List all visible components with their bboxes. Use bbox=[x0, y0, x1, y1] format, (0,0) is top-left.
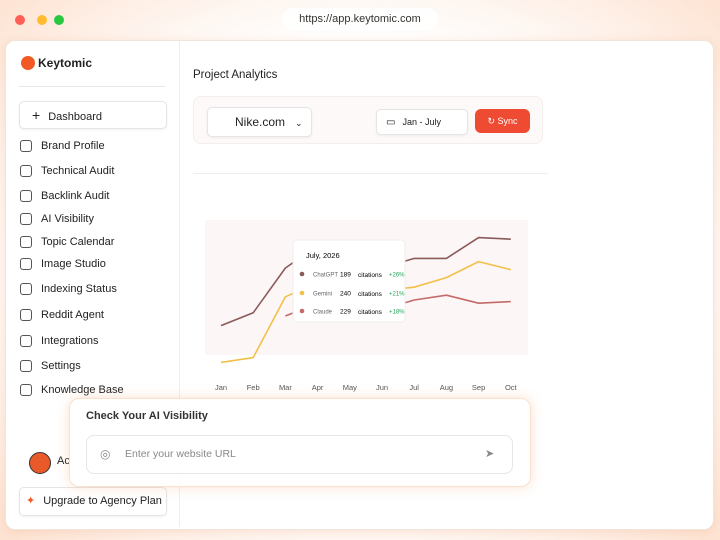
nav-icon bbox=[20, 384, 32, 396]
tooltip-change: +18% bbox=[389, 310, 405, 316]
nav-icon bbox=[20, 360, 32, 372]
tooltip-value: 229 bbox=[340, 309, 351, 316]
nav-item[interactable]: Integrations bbox=[20, 331, 98, 351]
x-tick-label: Aug bbox=[440, 383, 453, 392]
nav-item[interactable]: Knowledge Base bbox=[20, 380, 124, 400]
nav-icon bbox=[20, 258, 32, 270]
brand-name: Keytomic bbox=[38, 56, 93, 70]
button-label: Dashboard bbox=[48, 111, 103, 123]
nav-icon bbox=[20, 165, 32, 177]
url-bar[interactable]: https://app.keytomic.com bbox=[282, 8, 438, 30]
tooltip-unit: citations bbox=[358, 309, 383, 316]
x-tick-label: Jan bbox=[215, 383, 227, 392]
url: https://app.keytomic.com bbox=[299, 13, 421, 25]
x-tick-label: May bbox=[343, 383, 357, 392]
nav-label: Settings bbox=[41, 360, 81, 372]
nav-item[interactable]: Backlink Audit bbox=[20, 186, 109, 206]
nav-label: AI Visibility bbox=[41, 213, 94, 225]
nav-item[interactable]: Topic Calendar bbox=[20, 232, 114, 252]
sync-button[interactable]: ↻ Sync bbox=[475, 109, 530, 133]
x-tick-label: Sep bbox=[472, 383, 485, 392]
nav-label: Topic Calendar bbox=[41, 236, 115, 248]
nav-icon bbox=[20, 309, 32, 321]
url-input[interactable]: ◎ Enter your website URL ➤ bbox=[86, 435, 513, 474]
legend-dot bbox=[299, 308, 305, 314]
nav-icon bbox=[20, 140, 32, 152]
input-placeholder: Enter your website URL bbox=[125, 448, 236, 460]
maximize-button[interactable] bbox=[54, 15, 64, 25]
upgrade-button[interactable]: ✦ Upgrade to Agency Plan bbox=[19, 487, 167, 516]
close-button[interactable] bbox=[15, 15, 25, 25]
x-tick-label: Jun bbox=[376, 383, 388, 392]
site-selector[interactable]: Nike.com ⌄ bbox=[207, 107, 312, 137]
button-label: Upgrade to Agency Plan bbox=[43, 495, 162, 507]
date-picker[interactable]: ▭ Jan - July bbox=[376, 109, 468, 135]
nav-item[interactable]: Settings bbox=[20, 356, 81, 376]
page-title: Project Analytics bbox=[193, 69, 278, 81]
x-tick-label: Mar bbox=[279, 383, 292, 392]
nav-icon bbox=[20, 213, 32, 225]
nav-item[interactable]: Brand Profile bbox=[20, 136, 105, 156]
nav-icon bbox=[20, 283, 32, 295]
nav-label: Knowledge Base bbox=[41, 384, 124, 396]
button-label: Sync bbox=[497, 116, 518, 126]
nav-label: Technical Audit bbox=[41, 165, 115, 177]
legend-dot bbox=[299, 271, 305, 277]
nav-label: Integrations bbox=[41, 335, 99, 347]
tooltip-value: 189 bbox=[340, 272, 351, 279]
nav-item[interactable]: Technical Audit bbox=[20, 161, 114, 181]
nav-label: Indexing Status bbox=[41, 283, 117, 295]
tooltip-label: ChatGPT bbox=[313, 273, 338, 279]
x-tick-label: Feb bbox=[247, 383, 260, 392]
minimize-button[interactable] bbox=[37, 15, 47, 25]
nav-icon bbox=[20, 236, 32, 248]
nav-item[interactable]: Indexing Status bbox=[20, 279, 117, 299]
tooltip: July, 2026 ChatGPT 189 citations +26% Gemini… bbox=[292, 239, 406, 323]
cta-title: Check Your AI Visibility bbox=[86, 410, 208, 422]
site-name: Nike.com bbox=[235, 115, 286, 129]
x-tick-label: Apr bbox=[312, 383, 324, 392]
nav-label: Image Studio bbox=[41, 258, 106, 270]
tooltip-value: 240 bbox=[340, 291, 351, 298]
divider bbox=[193, 173, 548, 174]
nav-item[interactable]: Reddit Agent bbox=[20, 305, 104, 325]
tooltip-label: Gemini bbox=[313, 292, 332, 298]
account-name[interactable]: Ac bbox=[57, 455, 70, 467]
nav-label: Backlink Audit bbox=[41, 190, 110, 202]
tooltip-unit: citations bbox=[358, 272, 383, 279]
avatar[interactable] bbox=[29, 452, 51, 474]
brand-logo bbox=[21, 56, 35, 70]
nav-icon bbox=[20, 335, 32, 347]
tooltip-box bbox=[292, 239, 406, 323]
divider bbox=[19, 86, 165, 87]
legend-dot bbox=[299, 290, 305, 296]
x-tick-label: Jul bbox=[409, 383, 419, 392]
dashboard-button[interactable]: + Dashboard bbox=[19, 101, 167, 129]
tooltip-change: +21% bbox=[389, 292, 405, 298]
tooltip-title: July, 2026 bbox=[306, 251, 340, 260]
tooltip-unit: citations bbox=[358, 291, 383, 298]
tooltip-change: +26% bbox=[389, 273, 405, 279]
tooltip-label: Claude bbox=[313, 310, 333, 316]
x-tick-label: Oct bbox=[505, 383, 518, 392]
nav-icon bbox=[20, 190, 32, 202]
nav-item[interactable]: Image Studio bbox=[20, 254, 106, 274]
date-range: Jan - July bbox=[402, 117, 441, 127]
nav-label: Brand Profile bbox=[41, 140, 105, 152]
nav-label: Reddit Agent bbox=[41, 309, 104, 321]
nav-item[interactable]: AI Visibility bbox=[20, 209, 94, 229]
submit-button[interactable]: ➤ bbox=[485, 448, 495, 460]
sidebar-divider bbox=[179, 41, 180, 527]
